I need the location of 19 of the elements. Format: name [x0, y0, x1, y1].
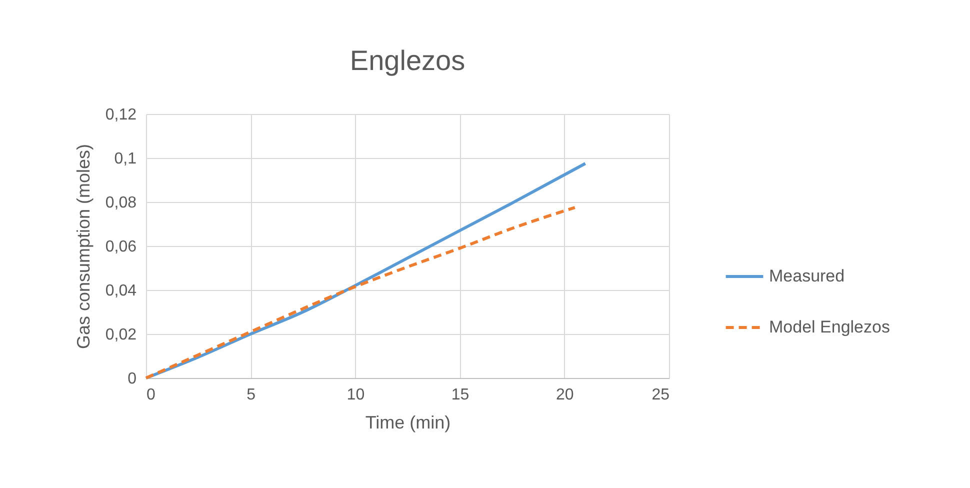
- x-tick-label: 20: [556, 386, 574, 404]
- x-axis-title: Time (min): [365, 412, 451, 432]
- x-tick-label: 0: [146, 386, 156, 404]
- y-tick-label: 0,1: [114, 150, 137, 168]
- y-tick-label: 0,08: [105, 194, 137, 212]
- line-series: [144, 206, 576, 380]
- x-tick-label: 25: [652, 386, 670, 404]
- y-tick-label: 0,12: [105, 106, 137, 124]
- x-tick-label: 10: [346, 386, 365, 404]
- y-axis-title: Gas consumption (moles): [73, 144, 94, 350]
- x-tick-label: 5: [246, 386, 256, 404]
- legend-label: Model Englezos: [769, 318, 890, 336]
- y-tick-label: 0: [128, 370, 137, 388]
- y-tick-label: 0,06: [105, 238, 137, 256]
- x-tick-label: 15: [451, 386, 470, 404]
- y-tick-label: 0,04: [105, 282, 137, 300]
- y-tick-label: 0,02: [105, 326, 137, 344]
- legend-label: Measured: [769, 266, 845, 286]
- chart-title: Englezos: [350, 45, 466, 76]
